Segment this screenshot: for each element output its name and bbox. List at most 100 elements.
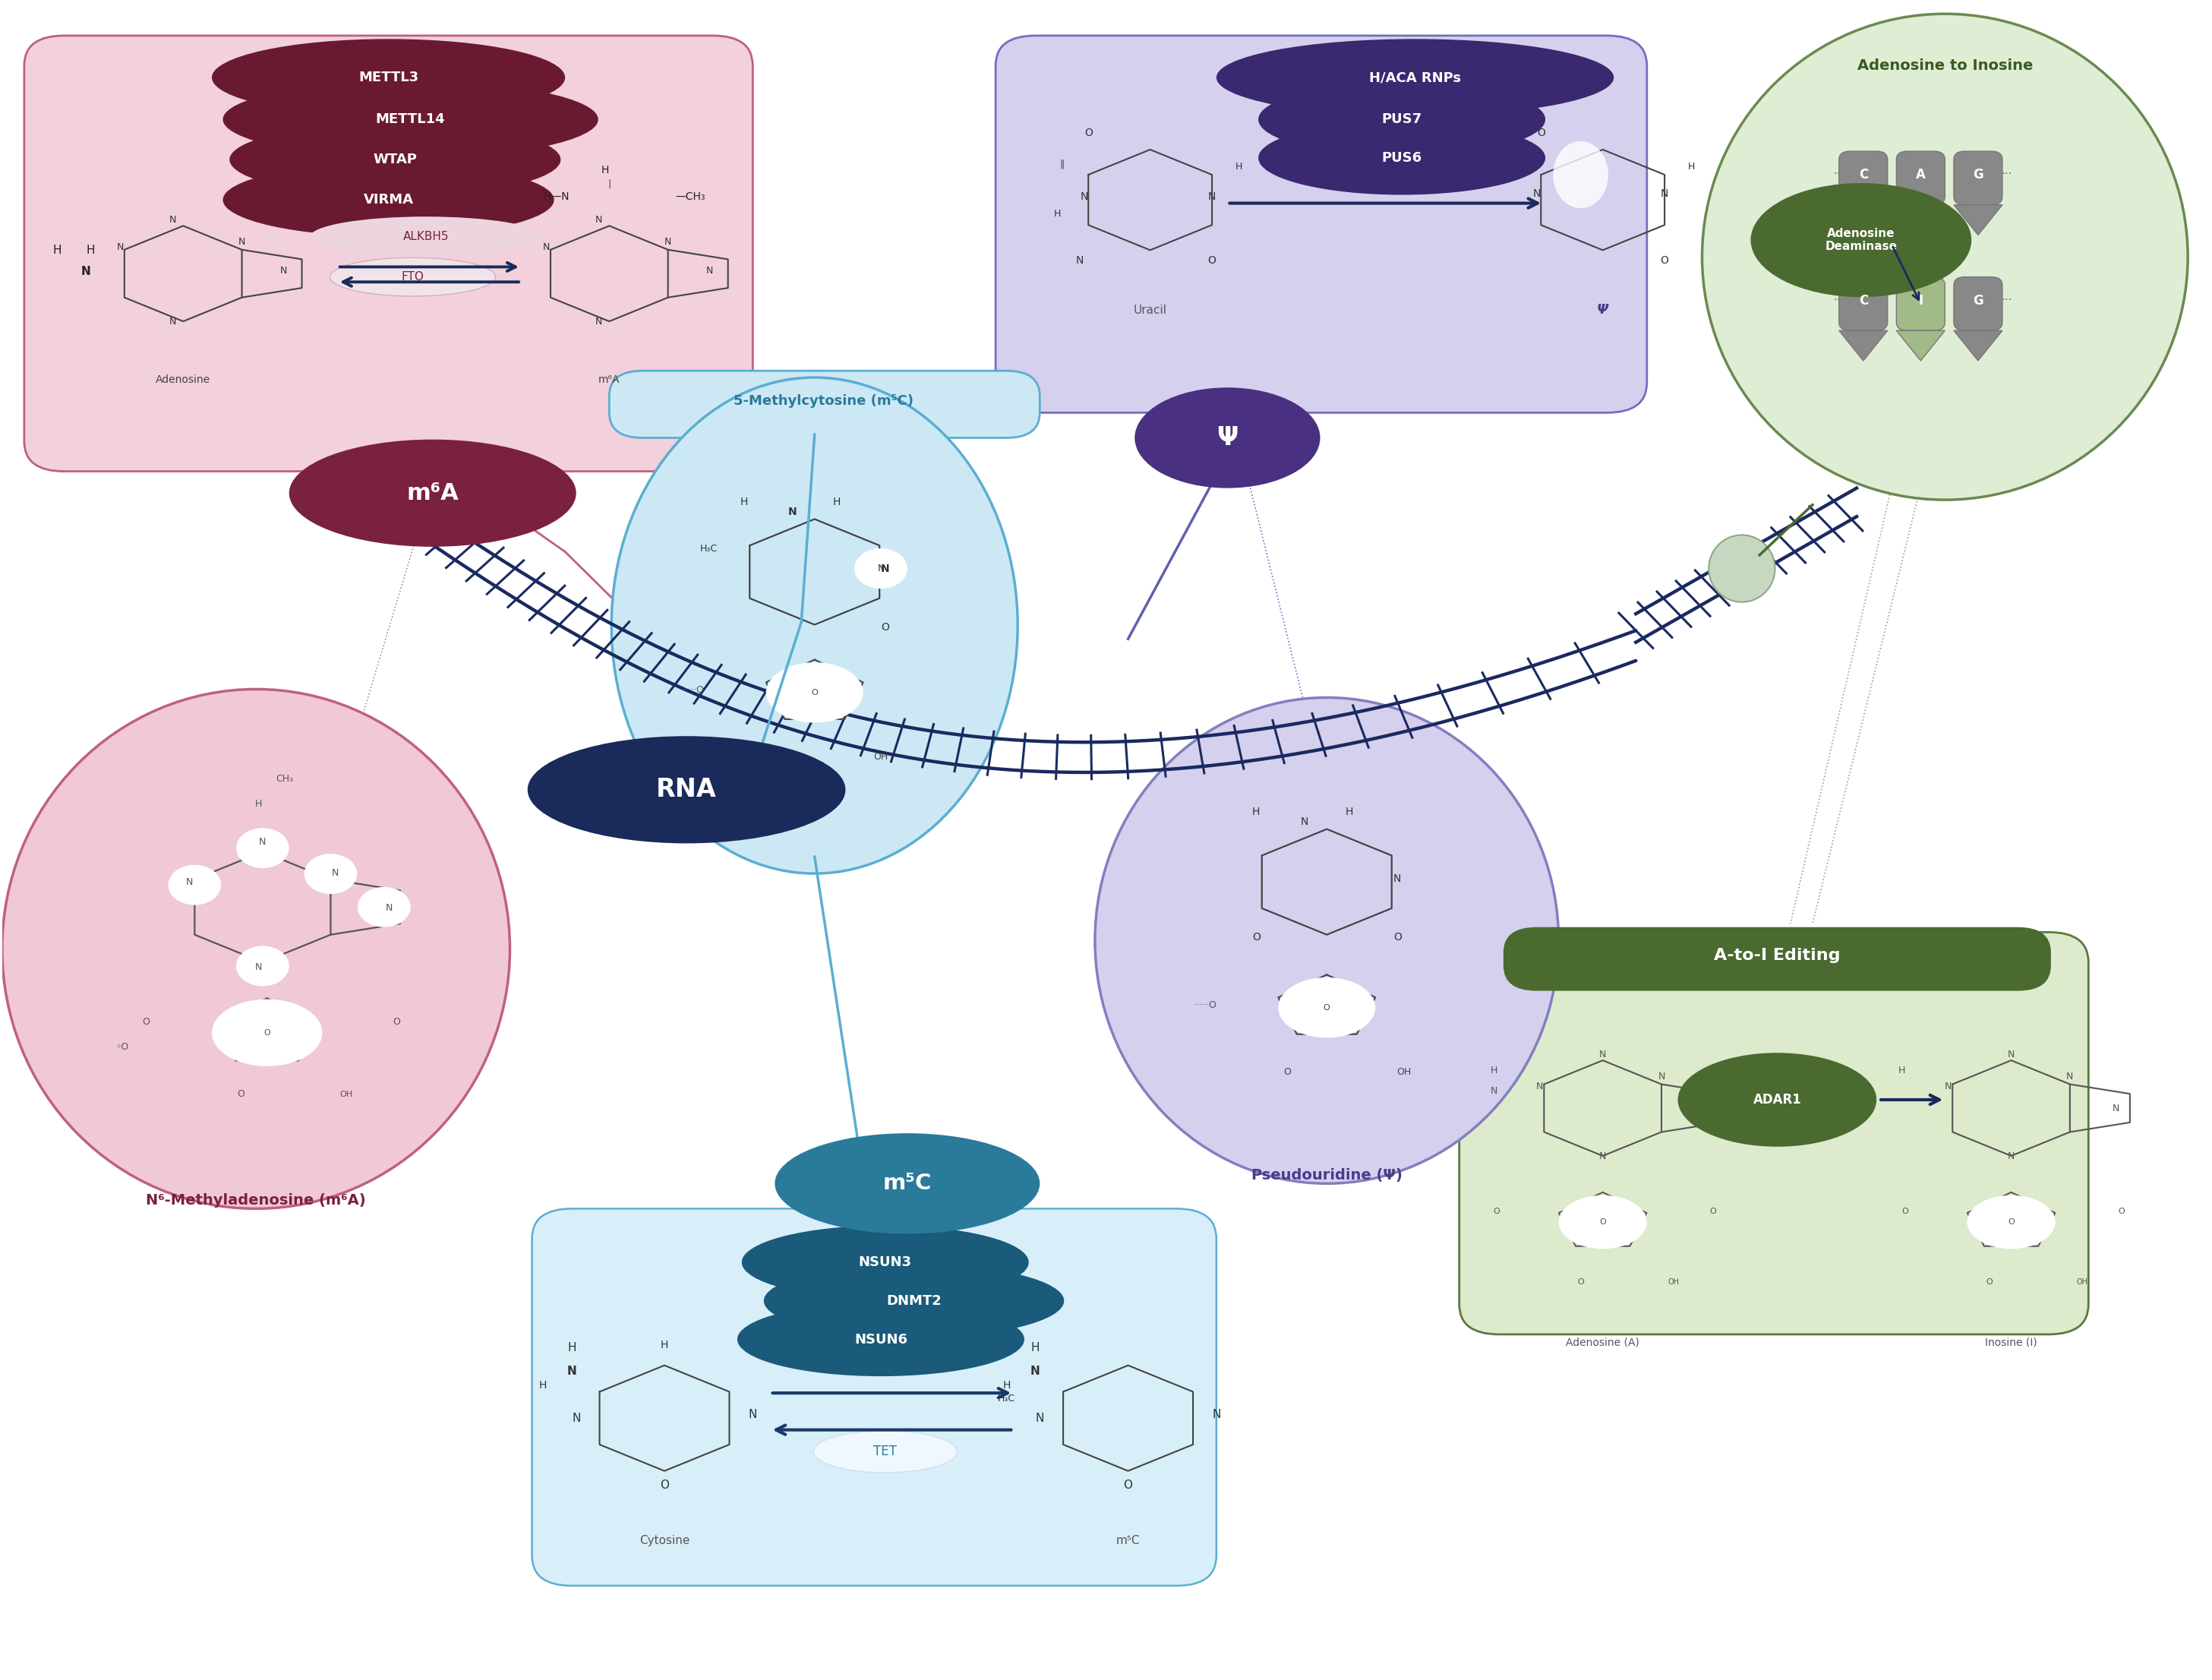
Text: C: C: [1858, 168, 1867, 181]
Text: N: N: [1035, 1413, 1044, 1423]
Text: OH: OH: [1668, 1278, 1679, 1285]
Text: ‖: ‖: [1060, 158, 1064, 168]
Ellipse shape: [1095, 697, 1559, 1183]
Text: ···: ···: [2002, 170, 2013, 180]
Ellipse shape: [1679, 1053, 1876, 1147]
Text: N: N: [542, 242, 551, 252]
FancyBboxPatch shape: [531, 1208, 1217, 1586]
Text: m⁵C: m⁵C: [1117, 1536, 1139, 1546]
Text: N⁶-Methyladenosine (m⁶A): N⁶-Methyladenosine (m⁶A): [146, 1193, 365, 1208]
Text: H: H: [1252, 806, 1261, 816]
Text: NSUN3: NSUN3: [858, 1255, 911, 1268]
Text: H: H: [832, 497, 841, 507]
Text: N: N: [168, 318, 177, 328]
FancyBboxPatch shape: [1460, 932, 2088, 1334]
Polygon shape: [1953, 205, 2002, 235]
Text: I: I: [1918, 294, 1922, 307]
FancyBboxPatch shape: [1838, 277, 1887, 331]
Text: N: N: [1079, 192, 1088, 202]
Text: H: H: [1002, 1379, 1011, 1391]
Text: —CH₃: —CH₃: [675, 192, 706, 202]
Text: N: N: [664, 237, 672, 247]
Text: O: O: [1283, 1067, 1292, 1077]
Text: RNA: RNA: [657, 778, 717, 803]
Text: ALKBH5: ALKBH5: [403, 232, 449, 242]
Text: C: C: [1858, 294, 1867, 307]
Ellipse shape: [237, 828, 290, 869]
Text: m⁶A: m⁶A: [599, 375, 619, 385]
Ellipse shape: [1559, 1194, 1648, 1248]
Text: O: O: [1394, 932, 1402, 942]
Text: H: H: [1491, 1065, 1498, 1075]
Ellipse shape: [1259, 121, 1546, 195]
Text: H₃C: H₃C: [699, 544, 717, 554]
Text: N: N: [573, 1413, 580, 1423]
Text: G: G: [1973, 168, 1984, 181]
Text: N: N: [1212, 1410, 1221, 1420]
FancyBboxPatch shape: [1896, 277, 1944, 331]
Text: N: N: [2066, 1072, 2073, 1082]
Ellipse shape: [854, 548, 907, 588]
Text: PUS6: PUS6: [1382, 151, 1422, 165]
Text: O: O: [1986, 1278, 1993, 1285]
Text: O: O: [1124, 1480, 1133, 1490]
Text: N: N: [385, 902, 392, 912]
Text: N: N: [1944, 1082, 1951, 1092]
Ellipse shape: [358, 887, 411, 927]
Text: NSUN6: NSUN6: [854, 1332, 907, 1346]
Text: O: O: [237, 1089, 243, 1099]
Text: PUS7: PUS7: [1382, 113, 1422, 126]
FancyBboxPatch shape: [608, 371, 1040, 438]
Text: H: H: [1053, 208, 1062, 218]
Text: DNMT2: DNMT2: [887, 1294, 942, 1307]
Text: N: N: [259, 837, 265, 847]
Text: H: H: [53, 244, 62, 255]
Ellipse shape: [237, 946, 290, 986]
Text: N: N: [281, 265, 288, 276]
Text: N: N: [254, 963, 261, 973]
Text: ·····O: ·····O: [681, 685, 703, 696]
Text: H: H: [661, 1339, 668, 1351]
Text: N: N: [1599, 1151, 1606, 1161]
Ellipse shape: [1135, 388, 1321, 489]
Ellipse shape: [1217, 39, 1615, 116]
Ellipse shape: [1708, 534, 1774, 601]
Polygon shape: [1896, 331, 1944, 361]
Ellipse shape: [212, 39, 564, 116]
Ellipse shape: [526, 736, 845, 843]
Text: N: N: [2008, 1050, 2015, 1060]
Text: ◦O: ◦O: [115, 1042, 128, 1052]
Text: Pseudouridine (Ψ): Pseudouridine (Ψ): [1252, 1168, 1402, 1183]
Text: H/ACA RNPs: H/ACA RNPs: [1369, 71, 1462, 84]
Text: O: O: [1323, 1003, 1329, 1011]
Text: H: H: [741, 497, 748, 507]
Text: N: N: [2112, 1104, 2119, 1114]
Text: O: O: [2008, 1218, 2015, 1226]
Text: Adenosine: Adenosine: [155, 375, 210, 385]
Text: A: A: [1916, 168, 1927, 181]
Text: N: N: [2008, 1151, 2015, 1161]
Text: N: N: [168, 215, 177, 225]
Text: N: N: [787, 507, 796, 517]
Text: O: O: [1599, 1218, 1606, 1226]
Text: O: O: [1084, 128, 1093, 138]
Text: N: N: [117, 242, 124, 252]
Text: OH: OH: [1396, 1067, 1411, 1077]
Ellipse shape: [1553, 141, 1608, 208]
Text: H: H: [254, 800, 261, 808]
FancyBboxPatch shape: [1953, 151, 2002, 205]
Ellipse shape: [1750, 183, 1971, 297]
Text: Adenosine
Deaminase: Adenosine Deaminase: [1825, 228, 1898, 252]
Ellipse shape: [611, 378, 1018, 874]
Text: O: O: [392, 1016, 400, 1026]
Text: O: O: [2119, 1208, 2126, 1215]
Polygon shape: [1838, 205, 1887, 235]
Text: N: N: [239, 237, 246, 247]
Ellipse shape: [330, 257, 495, 296]
Text: TET: TET: [874, 1445, 896, 1458]
Text: OH: OH: [341, 1090, 354, 1099]
Ellipse shape: [223, 81, 597, 158]
Ellipse shape: [737, 1302, 1024, 1376]
Text: Cytosine: Cytosine: [639, 1536, 690, 1546]
Text: O: O: [812, 689, 818, 696]
